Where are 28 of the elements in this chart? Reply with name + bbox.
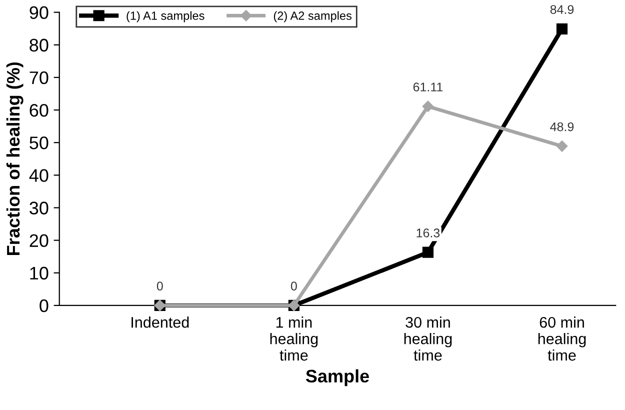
data-label: 0 — [290, 282, 297, 290]
y-axis-title: Fraction of healing (%) — [6, 62, 24, 255]
x-tick-label: 60 min healing time — [538, 316, 586, 361]
x-tick-label: 30 min healing time — [404, 316, 452, 361]
x-tick-label: 1 min healing time — [270, 316, 318, 361]
point — [422, 100, 434, 112]
x-axis-title: Sample — [306, 369, 369, 386]
y-tick-label: 40 — [29, 169, 48, 182]
x-tick-label: Indented — [132, 316, 189, 328]
y-tick-label: 0 — [40, 299, 48, 312]
y-tick-label: 70 — [30, 71, 48, 84]
data-label: 61.11 — [413, 82, 443, 92]
y-tick-label: 20 — [30, 234, 48, 248]
legend-label: (1) A1 samples — [126, 11, 204, 22]
y-tick-label: 10 — [30, 266, 48, 280]
point — [556, 23, 568, 34]
y-tick-label: 90 — [30, 6, 48, 20]
data-label: 48.9 — [550, 122, 574, 132]
y-tick-label: 50 — [30, 136, 48, 150]
data-label: 84.9 — [550, 5, 574, 14]
y-tick-label: 60 — [30, 104, 48, 117]
legend-label: (2) A2 samples — [274, 11, 352, 22]
y-tick-label: 30 — [30, 202, 48, 214]
point — [422, 246, 434, 258]
data-label: 0 — [156, 282, 163, 290]
data-label: 16.3 — [416, 228, 440, 238]
point — [556, 140, 568, 152]
y-tick-label: 80 — [30, 38, 48, 52]
